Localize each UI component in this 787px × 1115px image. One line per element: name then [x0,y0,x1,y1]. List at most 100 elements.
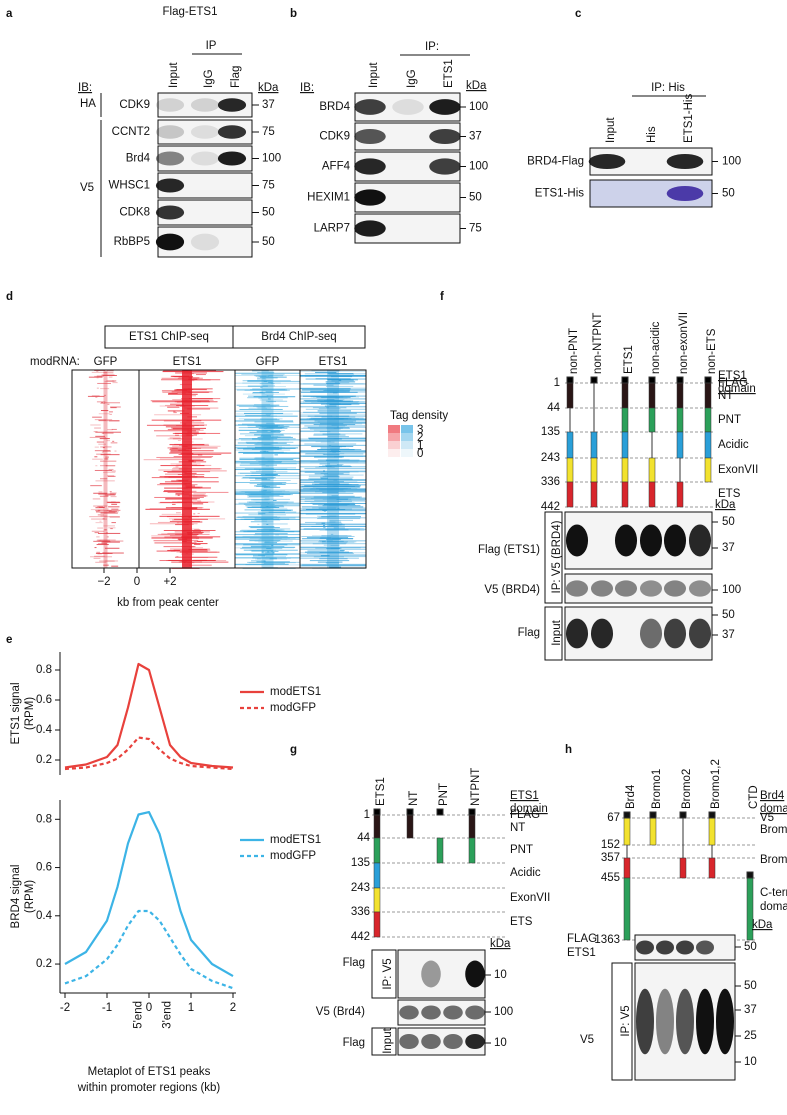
band [565,618,589,649]
heat-read [172,468,222,470]
heat-read [319,558,348,560]
heat-read [257,378,267,380]
domain-label: ETS [510,916,533,928]
heat-read [327,373,354,375]
heat-read [260,518,274,520]
heat-read [328,445,332,447]
heat-read [300,480,366,482]
heat-read [96,539,101,541]
heat-read [300,554,366,556]
heat-read [235,420,294,422]
heat-read [322,492,339,494]
heat-read [311,370,341,372]
heat-read [265,400,288,402]
heat-read [108,511,119,513]
heat-read [163,470,192,472]
domain-block [648,481,656,508]
heat-read [300,430,366,432]
heat-read [260,435,272,437]
legend-label: 1 [417,440,423,452]
heat-read [313,424,356,426]
label: domain [510,803,548,815]
construct-label: PNT [438,783,450,806]
heat-read [91,371,107,373]
heat-read [327,379,354,381]
heat-read [175,434,179,436]
heat-read [103,471,116,473]
heat-read [300,469,366,471]
heat-read [167,491,229,493]
tag [590,376,598,384]
band [155,233,185,251]
axis-title: kb from peak center [117,597,219,609]
heat-read [300,452,366,454]
heat-read [197,512,200,514]
band [354,220,386,237]
domain-block [468,814,476,839]
heat-read [300,387,366,389]
position-label: 135 [541,426,560,438]
band [676,988,694,1055]
heat-read [266,422,275,424]
band [663,524,687,557]
heat-read [327,418,345,420]
heat-read [157,521,191,523]
heat-read [99,438,110,440]
heat-read [250,471,288,473]
heat-read [105,456,109,458]
heat-read [153,540,199,542]
position-label: 336 [541,476,560,488]
heat-read [266,395,273,397]
heat-read [321,416,356,418]
heat-read [187,461,207,463]
heat-read [263,562,285,564]
heat-read [300,500,366,502]
heat-read [300,390,366,392]
heat-read [169,452,232,454]
heat-read [237,447,296,449]
heat-read [96,551,101,553]
heat-read [268,502,271,504]
heat-read [258,541,270,543]
axis-title: Metaplot of ETS1 peaks [88,1066,211,1078]
heat-read [256,558,262,560]
heat-read [300,563,366,565]
tag [676,376,684,384]
heat-read [268,375,273,377]
label: Input [382,1027,394,1053]
position-label: 336 [351,906,370,918]
label: kDa [258,82,279,94]
heat-read [260,376,287,378]
domain-block [648,382,656,409]
band [217,151,247,166]
heat-read [106,495,109,497]
heat-read [323,470,326,472]
heat-read [323,527,326,529]
band [656,988,674,1055]
heat-read [314,450,337,452]
heat-read [300,502,366,504]
label: domain [760,803,787,815]
axis-title: within promoter regions (kb) [77,1082,221,1094]
label: ETS1-His [535,188,584,200]
axis-title: BRD4 signal [10,865,22,929]
heat-read [313,433,363,435]
heat-read [300,406,366,408]
label: 100 [469,161,488,173]
heat-read [300,418,366,420]
label: ETS1 [718,370,747,382]
band [565,524,589,557]
label: IB: [78,82,92,94]
heat-read [110,528,113,530]
heat-read [108,527,116,529]
heat-read [331,424,347,426]
heat-read [249,495,284,497]
heat-read [182,443,209,445]
band [190,233,220,251]
heat-read [312,507,366,509]
heat-read [250,493,266,495]
band [716,988,734,1055]
heat-read [300,455,366,457]
heat-read [90,485,102,487]
heat-read [251,550,274,552]
